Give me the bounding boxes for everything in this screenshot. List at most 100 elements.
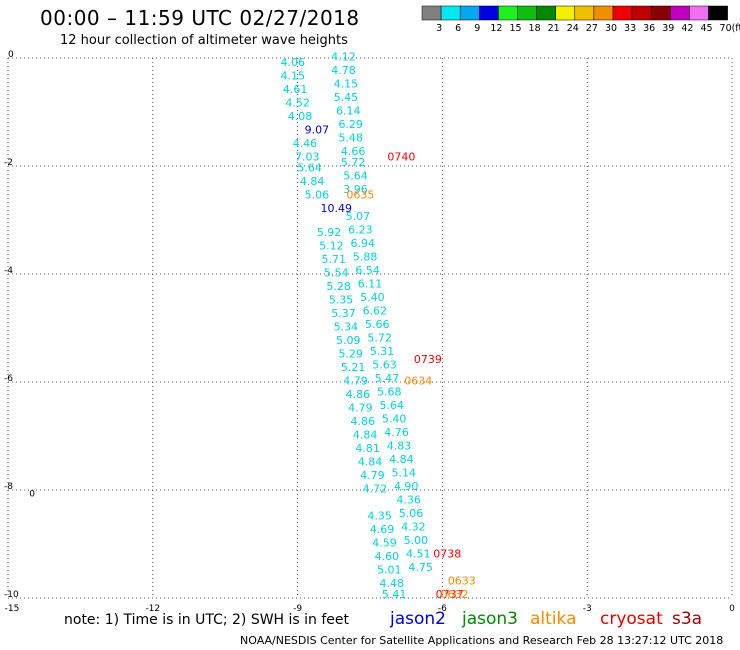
colorbar-label: 27 — [586, 23, 598, 34]
y-tick-label: -4 — [4, 266, 13, 276]
swh-data-label: 4.15 — [281, 70, 306, 83]
swh-data-label: 4.86 — [346, 388, 371, 401]
colorbar-swatch — [574, 5, 595, 21]
swh-data-label: 4.06 — [281, 56, 306, 69]
swh-data-label: 4.48 — [379, 577, 404, 590]
colorbar-swatch — [517, 5, 537, 21]
swh-data-label: 4.79 — [360, 469, 385, 482]
x-tick-label: -12 — [145, 604, 160, 614]
swh-data-label: 4.72 — [363, 483, 388, 496]
y-tick-label: -6 — [4, 374, 13, 384]
y-tick-label: -8 — [4, 482, 13, 492]
swh-data-label: 4.79 — [348, 402, 373, 415]
data-labels: 4.064.154.614.524.084.467.035.644.845.06… — [29, 51, 475, 601]
footnote: note: 1) Time is in UTC; 2) SWH is in fe… — [64, 612, 350, 628]
swh-data-label: 5.92 — [317, 226, 342, 239]
chart-grid — [7, 57, 733, 599]
colorbar-swatch — [612, 5, 633, 21]
colorbar-label: 3 — [436, 23, 442, 34]
swh-data-label: 6.54 — [355, 264, 380, 277]
colorbar-label: 70 — [720, 23, 732, 34]
y-tick-label: -10 — [4, 590, 19, 600]
swh-data-label: 0738 — [433, 548, 461, 561]
swh-data-label: 0632 — [440, 588, 468, 601]
swh-data-label: 4.46 — [293, 137, 318, 150]
colorbar-label: 9 — [474, 23, 480, 34]
swh-data-label: 4.83 — [387, 440, 412, 453]
swh-data-label: 5.72 — [367, 332, 392, 345]
chart-title: 00:00 – 11:59 UTC 02/27/2018 — [40, 6, 360, 30]
colorbar-swatch — [670, 5, 690, 21]
swh-data-label: 5.88 — [353, 251, 378, 264]
colorbar-label: 39 — [662, 23, 674, 34]
swh-data-label: 6.23 — [348, 224, 373, 237]
swh-data-label: 4.59 — [372, 537, 397, 550]
swh-data-label: 4.84 — [300, 175, 325, 188]
colorbar-label: 30 — [605, 23, 617, 34]
swh-data-label: 4.90 — [394, 480, 419, 493]
colorbar-swatch — [479, 5, 499, 21]
swh-data-label: 5.29 — [338, 348, 363, 361]
swh-data-label: 6.94 — [351, 237, 376, 250]
swh-data-label: 5.68 — [377, 386, 402, 399]
swh-data-label: 5.71 — [322, 253, 347, 266]
location-marker: 0 — [29, 490, 35, 500]
swh-data-label: 6.29 — [338, 118, 363, 131]
swh-data-label: 5.06 — [305, 188, 330, 201]
swh-data-label: 4.12 — [331, 51, 356, 64]
swh-data-label: 5.35 — [329, 294, 354, 307]
swh-data-label: 4.35 — [367, 510, 392, 523]
colorbar-swatch — [498, 5, 518, 21]
colorbar-label: 18 — [529, 23, 541, 34]
swh-data-label: 5.09 — [336, 334, 361, 347]
swh-data-label: 4.76 — [384, 426, 409, 439]
colorbar-swatch — [689, 5, 709, 21]
swh-data-label: 4.08 — [288, 110, 313, 123]
colorbar-label: 33 — [624, 23, 636, 34]
swh-data-label: 5.40 — [360, 291, 385, 304]
satellite-legend-s3a: s3a — [672, 609, 703, 629]
swh-data-label: 4.86 — [351, 415, 376, 428]
swh-data-label: 6.62 — [363, 305, 388, 318]
colorbar-swatch — [440, 5, 461, 21]
swh-data-label: 0740 — [387, 151, 415, 164]
colorbar-label: 42 — [681, 23, 693, 34]
colorbar-label: 12 — [490, 23, 502, 34]
colorbar-swatch — [631, 5, 652, 21]
swh-data-label: 5.06 — [399, 507, 424, 520]
swh-data-label: 4.60 — [375, 550, 400, 563]
x-tick-label: -15 — [5, 604, 20, 614]
swh-data-label: 0739 — [414, 353, 442, 366]
swh-data-label: 6.11 — [358, 278, 383, 291]
swh-data-label: 4.66 — [341, 145, 366, 158]
swh-data-label: 0737 — [436, 588, 464, 601]
satellite-legend-cryosat: cryosat — [600, 609, 663, 629]
colorbar-label: 6 — [455, 23, 461, 34]
swh-data-label: 5.01 — [377, 564, 402, 577]
swh-data-label: 0633 — [448, 575, 476, 588]
swh-data-label: 3.96 — [343, 183, 368, 196]
swh-data-label: 4.75 — [408, 561, 433, 574]
credit-footer: NOAA/NESDIS Center for Satellite Applica… — [240, 634, 724, 647]
y-tick-label: -2 — [4, 158, 13, 168]
swh-data-label: 5.41 — [382, 588, 407, 601]
swh-data-label: 4.84 — [389, 453, 414, 466]
colorbar-label: 15 — [509, 23, 521, 34]
swh-data-label: 4.84 — [353, 429, 378, 442]
colorbar-swatch — [536, 5, 556, 21]
swh-data-label: 5.63 — [372, 359, 397, 372]
swh-data-label: 10.49 — [320, 202, 352, 215]
swh-data-label: 5.64 — [343, 170, 368, 183]
swh-data-label: 4.15 — [334, 78, 359, 91]
satellite-legend-altika: altika — [530, 609, 577, 629]
swh-data-label: 5.31 — [370, 345, 395, 358]
swh-data-label: 4.61 — [283, 83, 308, 96]
swh-data-label: 5.12 — [319, 240, 344, 253]
colorbar-label: 36 — [643, 23, 655, 34]
swh-data-label: 5.28 — [326, 280, 351, 293]
swh-data-label: 5.34 — [334, 321, 359, 334]
swh-data-label: 5.00 — [404, 534, 429, 547]
y-tick-label: 0 — [8, 50, 14, 60]
